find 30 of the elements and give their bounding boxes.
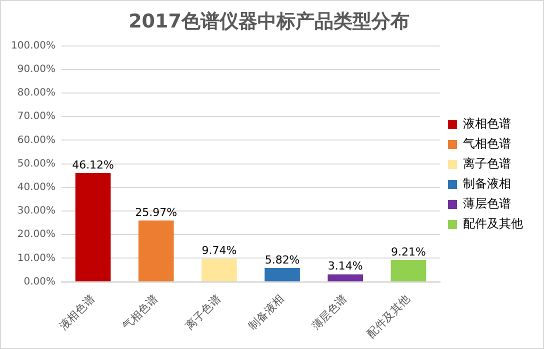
x-tick-label: 液相色谱 [56,292,98,333]
data-label: 25.97% [135,206,178,219]
y-tick-label: 40.00% [17,182,56,193]
legend-label: 离子色谱 [463,156,511,171]
y-tick-label: 60.00% [17,134,56,146]
x-tick-label: 离子色谱 [183,292,224,333]
y-tick-label: 80.00% [17,88,56,99]
legend-label: 液相色谱 [463,116,511,131]
data-label: 3.14% [328,260,363,273]
chart-title: 2017色谱仪器中标产品类型分布 [128,10,410,32]
data-label: 9.74% [202,244,237,258]
y-tick-label: 20.00% [17,229,56,240]
y-tick-label: 70.00% [17,111,56,122]
y-tick-label: 50.00% [17,158,56,170]
y-tick-label: 30.00% [17,206,56,217]
x-tick-label: 气相色谱 [120,292,160,333]
data-label: 5.82% [264,253,300,266]
legend-label: 制备液相 [463,176,511,191]
x-tick-label: 配件及其他 [364,292,413,340]
y-tick-label: 10.00% [17,252,56,264]
y-tick-label: 90.00% [17,64,56,75]
legend-label: 气相色谱 [463,136,511,151]
data-label: 9.21% [390,245,426,258]
data-label: 46.12% [72,158,114,172]
y-tick-label: 100.00% [10,40,56,52]
legend-label: 薄层色谱 [463,196,511,211]
x-tick-label: 制备液相 [246,292,286,333]
legend-label: 配件及其他 [463,216,523,231]
x-tick-label: 薄层色谱 [309,292,350,333]
y-tick-label: 0.00% [24,276,56,288]
